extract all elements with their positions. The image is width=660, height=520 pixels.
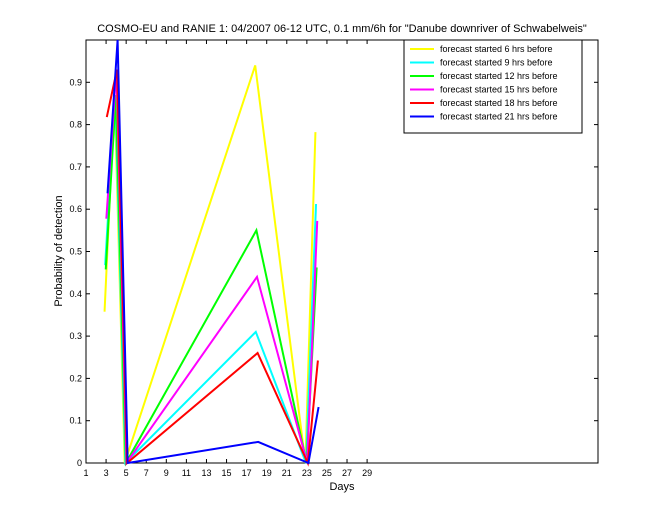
x-tick-label: 7 — [144, 468, 149, 478]
x-tick-label: 17 — [242, 468, 252, 478]
legend-label: forecast started 21 hrs before — [440, 112, 558, 122]
x-tick-label: 3 — [104, 468, 109, 478]
legend-label: forecast started 9 hrs before — [440, 58, 553, 68]
x-tick-label: 13 — [201, 468, 211, 478]
y-tick-label: 0.7 — [69, 162, 82, 172]
x-tick-label: 25 — [322, 468, 332, 478]
y-tick-label: 0.4 — [69, 289, 82, 299]
x-tick-label: 9 — [164, 468, 169, 478]
legend-label: forecast started 15 hrs before — [440, 85, 558, 95]
legend-label: forecast started 12 hrs before — [440, 71, 558, 81]
y-tick-label: 0.8 — [69, 120, 82, 130]
x-tick-label: 1 — [83, 468, 88, 478]
y-axis-label: Probability of detection — [53, 195, 65, 306]
series-line — [106, 39, 320, 465]
x-axis-label: Days — [329, 481, 355, 493]
y-tick-label: 0.1 — [69, 416, 82, 426]
y-tick-label: 0.6 — [69, 204, 82, 214]
x-tick-label: 11 — [182, 468, 191, 478]
x-tick-label: 29 — [362, 468, 372, 478]
x-tick-label: 5 — [124, 468, 129, 478]
y-tick-label: 0 — [77, 458, 82, 468]
y-tick-label: 0.5 — [69, 247, 82, 257]
x-tick-label: 27 — [342, 468, 352, 478]
x-tick-label: 23 — [302, 468, 312, 478]
legend-label: forecast started 6 hrs before — [440, 44, 553, 54]
y-tick-label: 0.3 — [69, 331, 82, 341]
legend-label: forecast started 18 hrs before — [440, 98, 558, 108]
x-tick-label: 19 — [262, 468, 272, 478]
y-tick-label: 0.2 — [69, 373, 82, 383]
y-tick-label: 0.9 — [69, 77, 82, 87]
x-tick-label: 21 — [282, 468, 292, 478]
x-tick-label: 15 — [222, 468, 232, 478]
chart-title: COSMO-EU and RANIE 1: 04/2007 06-12 UTC,… — [97, 23, 587, 35]
